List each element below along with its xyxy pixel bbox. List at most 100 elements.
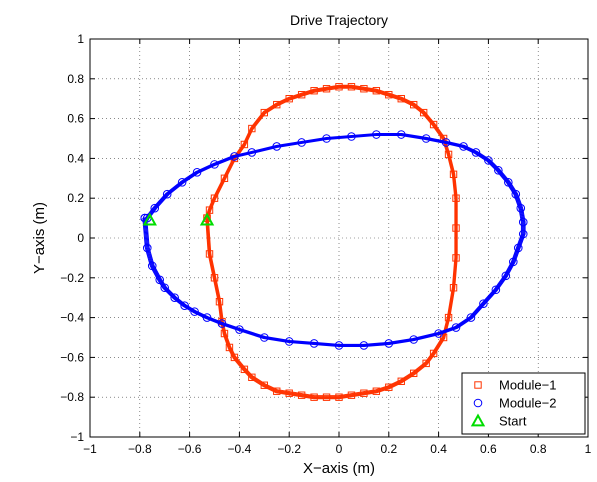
data-point xyxy=(372,130,381,139)
data-point xyxy=(272,142,282,151)
data-point xyxy=(155,275,165,285)
data-point xyxy=(322,85,331,93)
legend-entry: Module−1 xyxy=(474,378,556,393)
data-point xyxy=(347,391,356,399)
data-point xyxy=(410,369,418,378)
series-3 xyxy=(142,212,215,226)
data-point xyxy=(142,212,157,226)
data-point xyxy=(384,339,394,348)
data-point xyxy=(322,134,331,143)
series-2 xyxy=(140,130,528,350)
data-point xyxy=(190,307,199,316)
data-point xyxy=(397,377,405,385)
data-point xyxy=(516,203,526,213)
axis-ticks: −1 −0.8 −0.6 −0.4 −0.2 0 0.2 0.4 0.6 0.8 1 −1 −0.8 −0… xyxy=(60,32,591,456)
data-point xyxy=(177,177,187,187)
data-point xyxy=(230,353,239,362)
data-point xyxy=(422,359,430,368)
data-point xyxy=(248,373,256,382)
data-point xyxy=(518,217,528,227)
data-point xyxy=(273,100,281,109)
data-point xyxy=(439,333,448,342)
data-point xyxy=(285,95,293,103)
data-point xyxy=(310,393,318,401)
data-point xyxy=(310,87,318,95)
data-point xyxy=(205,206,214,214)
data-point xyxy=(297,91,306,99)
data-point xyxy=(429,349,438,358)
x-tick-label: 0.4 xyxy=(430,442,447,456)
data-point xyxy=(162,189,172,199)
data-point xyxy=(260,108,269,117)
data-point xyxy=(260,333,269,342)
data-point xyxy=(297,138,306,147)
data-point xyxy=(150,203,160,213)
y-tick-label: 0 xyxy=(77,231,84,245)
data-point xyxy=(501,271,511,281)
data-point xyxy=(419,108,428,117)
data-point xyxy=(334,341,344,350)
data-point xyxy=(192,168,202,177)
data-point xyxy=(451,323,461,332)
x-tick-label: −0.4 xyxy=(228,442,252,456)
legend-label: Module−1 xyxy=(499,378,556,393)
data-point xyxy=(410,100,418,109)
trajectory-loop xyxy=(146,135,522,345)
legend-marker xyxy=(470,413,486,427)
data-point xyxy=(285,389,293,397)
trajectory-loop xyxy=(145,134,523,346)
trajectory-loop xyxy=(206,86,457,398)
data-point xyxy=(396,130,406,139)
data-point xyxy=(385,91,393,99)
data-point xyxy=(160,283,169,293)
y-tick-label: 0.2 xyxy=(67,191,84,205)
data-point xyxy=(429,120,438,129)
data-point xyxy=(309,339,319,348)
data-point xyxy=(335,393,343,401)
data-point xyxy=(284,337,294,346)
x-tick-label: 0.2 xyxy=(380,442,397,456)
data-point xyxy=(347,83,356,91)
data-point xyxy=(471,148,481,157)
data-point xyxy=(444,150,453,159)
data-point xyxy=(372,87,381,95)
data-point xyxy=(360,85,368,93)
data-point xyxy=(518,229,528,239)
data-point xyxy=(199,212,215,226)
y-tick-label: −1 xyxy=(70,430,84,444)
data-point xyxy=(142,243,152,253)
data-point xyxy=(217,319,227,328)
data-point xyxy=(359,341,369,350)
data-point xyxy=(260,381,269,389)
x-tick-label: 1 xyxy=(585,442,592,456)
legend-entry: Module−2 xyxy=(473,396,556,411)
data-point xyxy=(210,194,219,202)
x-tick-label: −1 xyxy=(83,442,97,456)
data-point xyxy=(180,301,189,310)
data-point xyxy=(210,274,219,282)
data-point xyxy=(494,166,503,175)
data-point xyxy=(205,250,214,258)
x-tick-label: −0.6 xyxy=(178,442,202,456)
data-point xyxy=(484,156,493,165)
trajectory-loop xyxy=(143,133,525,347)
legend-label: Start xyxy=(499,414,527,429)
x-tick-label: 0.8 xyxy=(530,442,547,456)
chart-title: Drive Trajectory xyxy=(290,12,388,28)
legend-marker xyxy=(473,398,483,408)
data-point xyxy=(466,313,476,322)
data-point xyxy=(441,138,451,147)
y-tick-label: −0.8 xyxy=(60,390,84,404)
y-tick-label: 0.6 xyxy=(67,112,84,126)
trajectory-loop xyxy=(207,87,456,397)
data-point xyxy=(170,293,179,303)
data-point xyxy=(297,391,306,399)
data-point xyxy=(452,194,460,202)
trajectory-loop xyxy=(144,134,524,346)
data-point xyxy=(210,160,219,169)
data-point xyxy=(220,329,229,338)
data-point xyxy=(248,124,256,133)
series-layer xyxy=(140,83,528,401)
data-point xyxy=(372,387,381,395)
